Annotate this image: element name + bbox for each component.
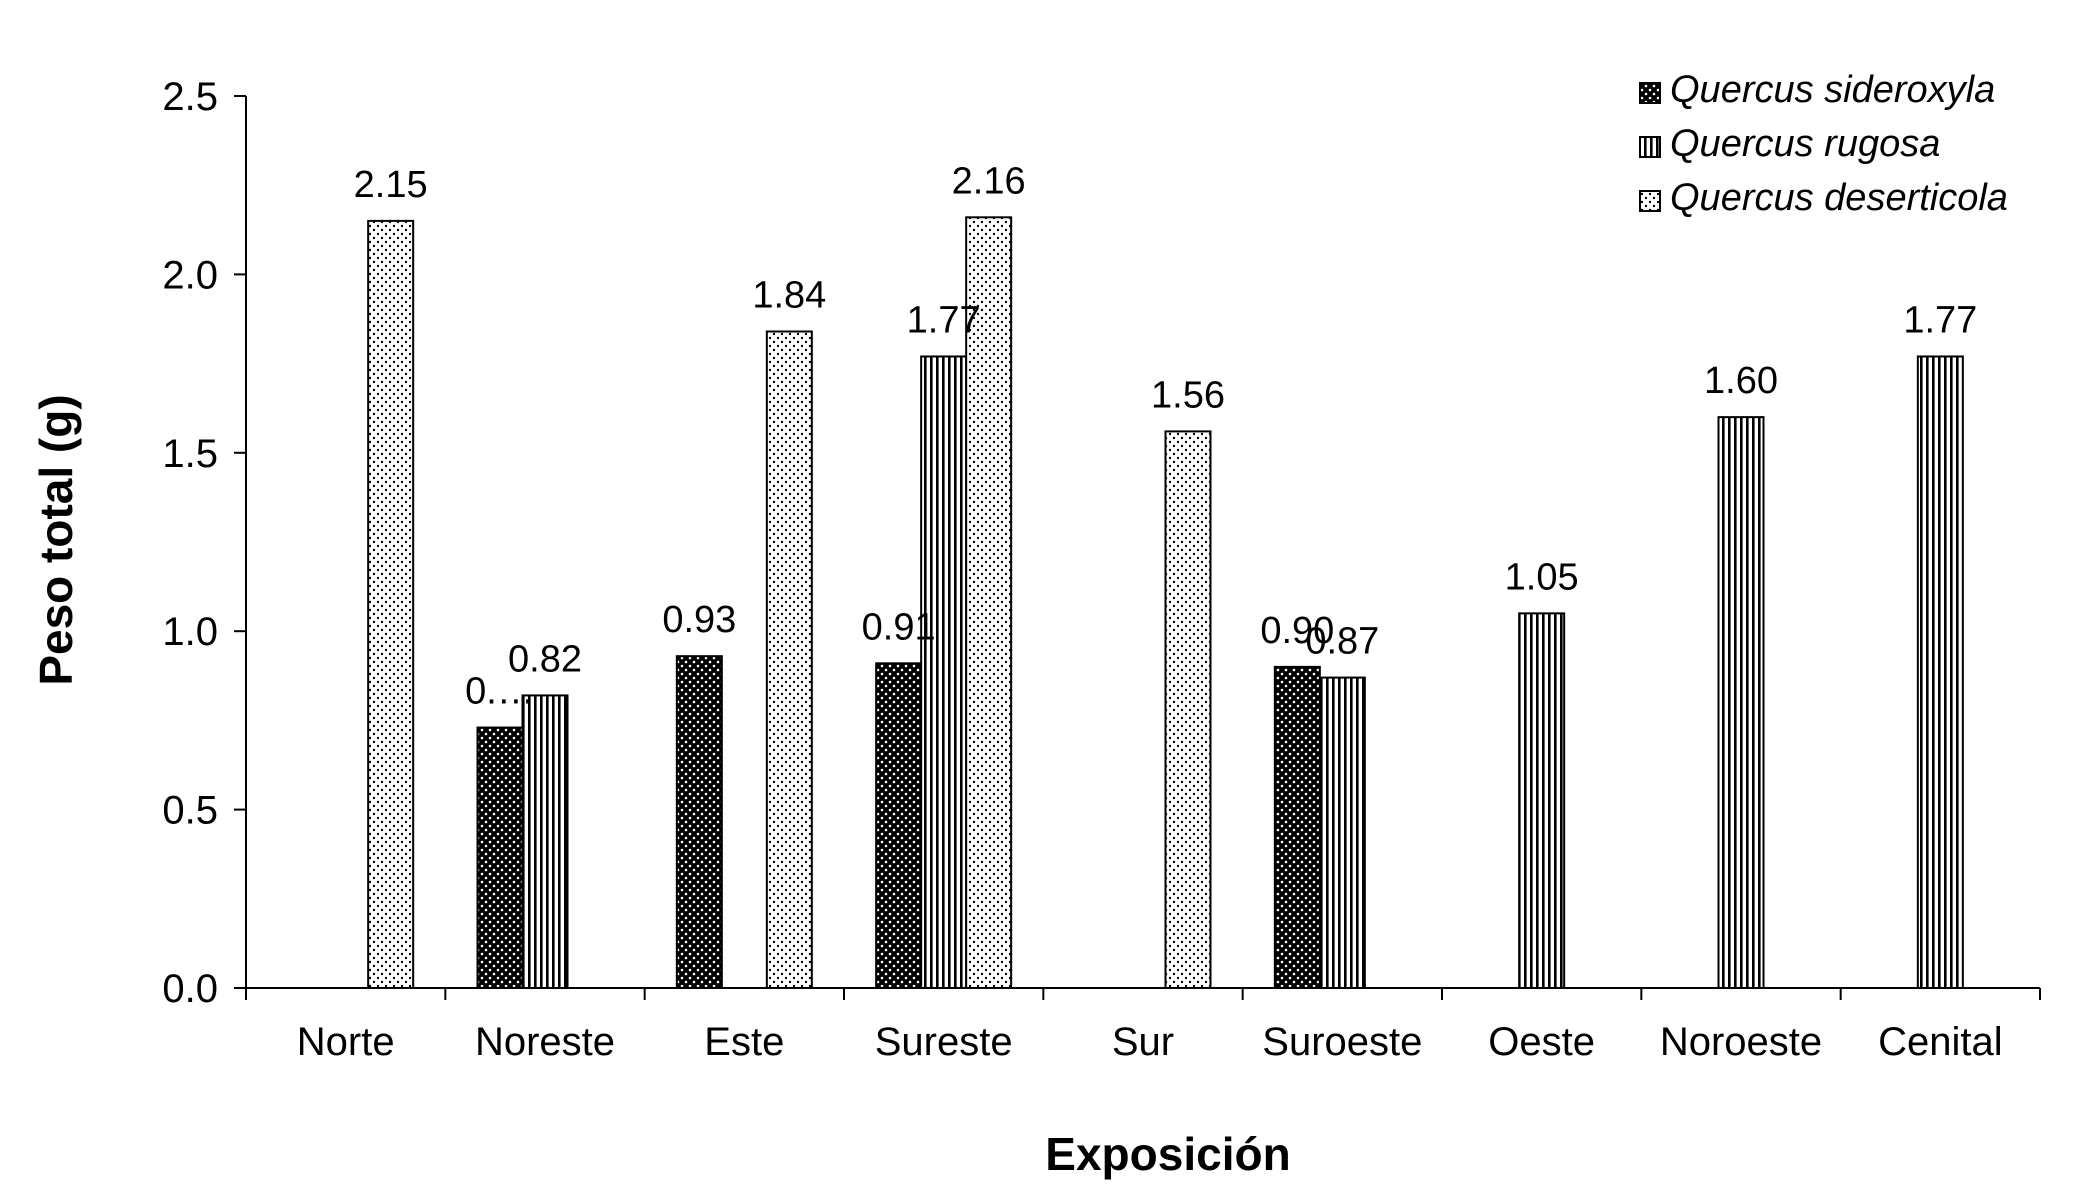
x-tick-label: Norte (297, 1020, 395, 1064)
bar (920, 355, 968, 989)
y-tick-label: 2.5 (162, 75, 218, 119)
bar (965, 216, 1013, 989)
legend-entry: Quercus sideroxyla (1670, 69, 1995, 111)
x-tick-label: Cenital (1878, 1020, 2003, 1064)
x-tick-label: Este (704, 1020, 784, 1064)
bar (1717, 416, 1765, 989)
bar (765, 330, 813, 990)
y-tick-label: 2.0 (162, 253, 218, 297)
y-tick-label: 0.0 (162, 967, 218, 1011)
x-tick-label: Suroeste (1262, 1020, 1422, 1064)
legend-swatch (1639, 190, 1661, 212)
y-tick-label: 1.5 (162, 432, 218, 476)
bar (675, 655, 723, 990)
data-label: 2.16 (952, 160, 1026, 202)
legend-entry: Quercus rugosa (1670, 123, 1940, 165)
x-axis-title: Exposición (1045, 1128, 1290, 1180)
y-tick-label: 0.5 (162, 789, 218, 833)
bar (1164, 430, 1212, 989)
legend: Quercus sideroxyla Quercus rugosa Quercus … (1639, 69, 2008, 219)
data-label: 0.87 (1305, 621, 1379, 663)
data-label: 0.90 (1260, 610, 1334, 652)
y-tick-label: 1.0 (162, 610, 218, 654)
bar (875, 662, 923, 989)
data-label: 1.84 (752, 274, 826, 316)
data-label: 1.77 (907, 299, 981, 341)
bar (367, 219, 415, 989)
data-label: 2.15 (354, 164, 428, 206)
x-tick-label: Oeste (1488, 1020, 1595, 1064)
data-label: 0.93 (662, 599, 736, 641)
x-tick-label: Noroeste (1660, 1020, 1822, 1064)
data-label: 1.56 (1151, 374, 1225, 416)
data-label: 0.91 (862, 606, 936, 648)
data-labels-layer: 0.… 0.93 0.91 0.90 0.82 1.77 0.87 1.05 1.60 1.77 2… (354, 160, 1978, 712)
y-axis: 0.0 0.5 1.0 1.5 2.0 2.5 (162, 75, 247, 1011)
x-axis: Norte Noreste Este Sureste Sur Suroeste Oeste N… (245, 987, 2041, 1064)
bar (521, 694, 569, 989)
data-label: 1.05 (1505, 556, 1579, 598)
x-tick-label: Sureste (875, 1020, 1013, 1064)
bar (1273, 665, 1321, 989)
legend-entry: Quercus deserticola (1670, 177, 2008, 219)
legend-swatch (1639, 136, 1661, 158)
data-label: 1.77 (1903, 299, 1977, 341)
data-label: 1.60 (1704, 360, 1778, 402)
x-tick-label: Noreste (475, 1020, 615, 1064)
data-label: 0.82 (508, 638, 582, 680)
bar (476, 726, 524, 989)
bar (1916, 355, 1964, 989)
x-tick-label: Sur (1112, 1020, 1174, 1064)
legend-swatch (1639, 82, 1661, 104)
data-label: 0.… (465, 671, 535, 713)
y-axis-title: Peso total (g) (30, 394, 82, 685)
bar (1518, 612, 1566, 989)
bars-layer (367, 216, 1964, 990)
bar (1318, 676, 1366, 989)
